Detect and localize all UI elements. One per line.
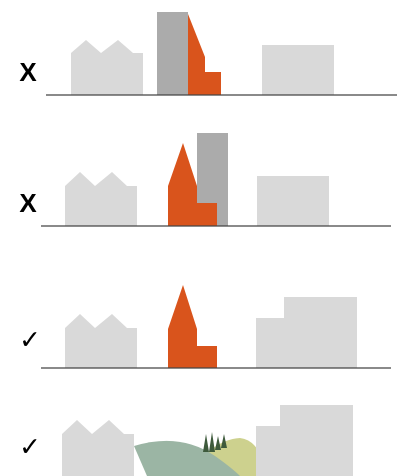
factory	[65, 172, 137, 226]
building	[257, 176, 329, 226]
factory	[62, 420, 134, 476]
row-3: ✓	[19, 285, 391, 369]
mark: X	[19, 188, 37, 218]
trees	[203, 432, 227, 452]
hill-green	[134, 440, 240, 476]
church	[188, 14, 221, 95]
building	[262, 45, 334, 95]
factory	[71, 40, 143, 95]
church	[168, 143, 217, 226]
mark: X	[19, 57, 37, 87]
tall-building	[157, 12, 188, 95]
mark: ✓	[19, 433, 41, 463]
row-4: ✓	[19, 405, 353, 476]
building	[256, 297, 357, 368]
church	[168, 285, 217, 368]
row-1: X	[19, 12, 397, 96]
row-2: X	[19, 133, 391, 227]
factory	[65, 314, 137, 368]
building	[256, 405, 353, 476]
mark: ✓	[19, 326, 41, 356]
